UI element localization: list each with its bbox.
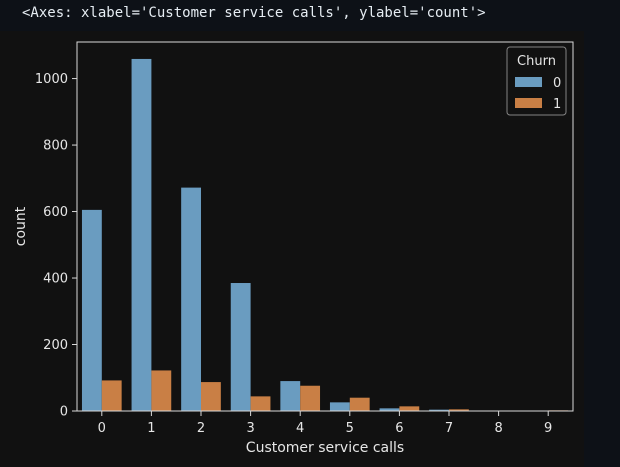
x-tick-label: 2 (197, 421, 205, 436)
y-tick-label: 800 (43, 139, 68, 154)
x-tick-label: 8 (494, 421, 502, 436)
x-tick-label: 5 (346, 421, 354, 436)
x-tick-label: 3 (246, 421, 254, 436)
bar-series-1-cat-0 (101, 380, 122, 411)
legend-swatch-1 (515, 98, 542, 108)
legend-entry-1: 1 (553, 97, 561, 112)
bar-series-0-cat-1 (131, 58, 152, 411)
bar-series-0-cat-0 (81, 209, 102, 411)
y-tick-label: 0 (60, 405, 68, 420)
y-tick-label: 1000 (35, 72, 68, 87)
plot-frame (76, 41, 574, 412)
y-tick-label: 600 (43, 205, 68, 220)
bar-series-1-cat-4 (300, 385, 321, 411)
legend-swatch-0 (515, 77, 542, 87)
bar-series-0-cat-4 (280, 381, 301, 411)
x-tick-label: 0 (98, 421, 106, 436)
bar-chart: 0 200 400 600 800 1000 0 1 2 3 4 5 6 7 8 9 Customer serv… (13, 41, 574, 456)
legend-entry-0: 0 (553, 76, 561, 91)
bar-series-0-cat-6 (379, 408, 400, 411)
axes-repr-text: <Axes: xlabel='Customer service calls', … (22, 5, 486, 21)
x-tick-label: 4 (296, 421, 304, 436)
bar-series-1-cat-6 (399, 406, 420, 411)
bar-series-0-cat-3 (230, 283, 251, 411)
bar-series-0-cat-2 (181, 187, 201, 411)
y-axis-label: count (13, 206, 29, 246)
bar-series-1-cat-3 (250, 396, 271, 411)
y-tick-label: 400 (43, 272, 68, 287)
x-tick-label: 7 (445, 421, 453, 436)
x-tick-label: 9 (544, 421, 552, 436)
chart-figure: 0 200 400 600 800 1000 0 1 2 3 4 5 6 7 8 9 Customer serv… (0, 31, 584, 467)
x-tick-label: 1 (147, 421, 155, 436)
x-tick-label: 6 (395, 421, 403, 436)
bar-series-1-cat-7 (449, 409, 469, 411)
bar-series-0-cat-5 (329, 402, 350, 411)
bar-series-1-cat-5 (349, 397, 370, 411)
x-axis-label: Customer service calls (246, 440, 404, 456)
legend-title: Churn (517, 54, 556, 69)
y-tick-label: 200 (43, 338, 68, 353)
bar-series-1-cat-2 (201, 382, 221, 411)
bar-series-1-cat-1 (151, 370, 172, 411)
bar-series-0-cat-7 (429, 409, 449, 411)
